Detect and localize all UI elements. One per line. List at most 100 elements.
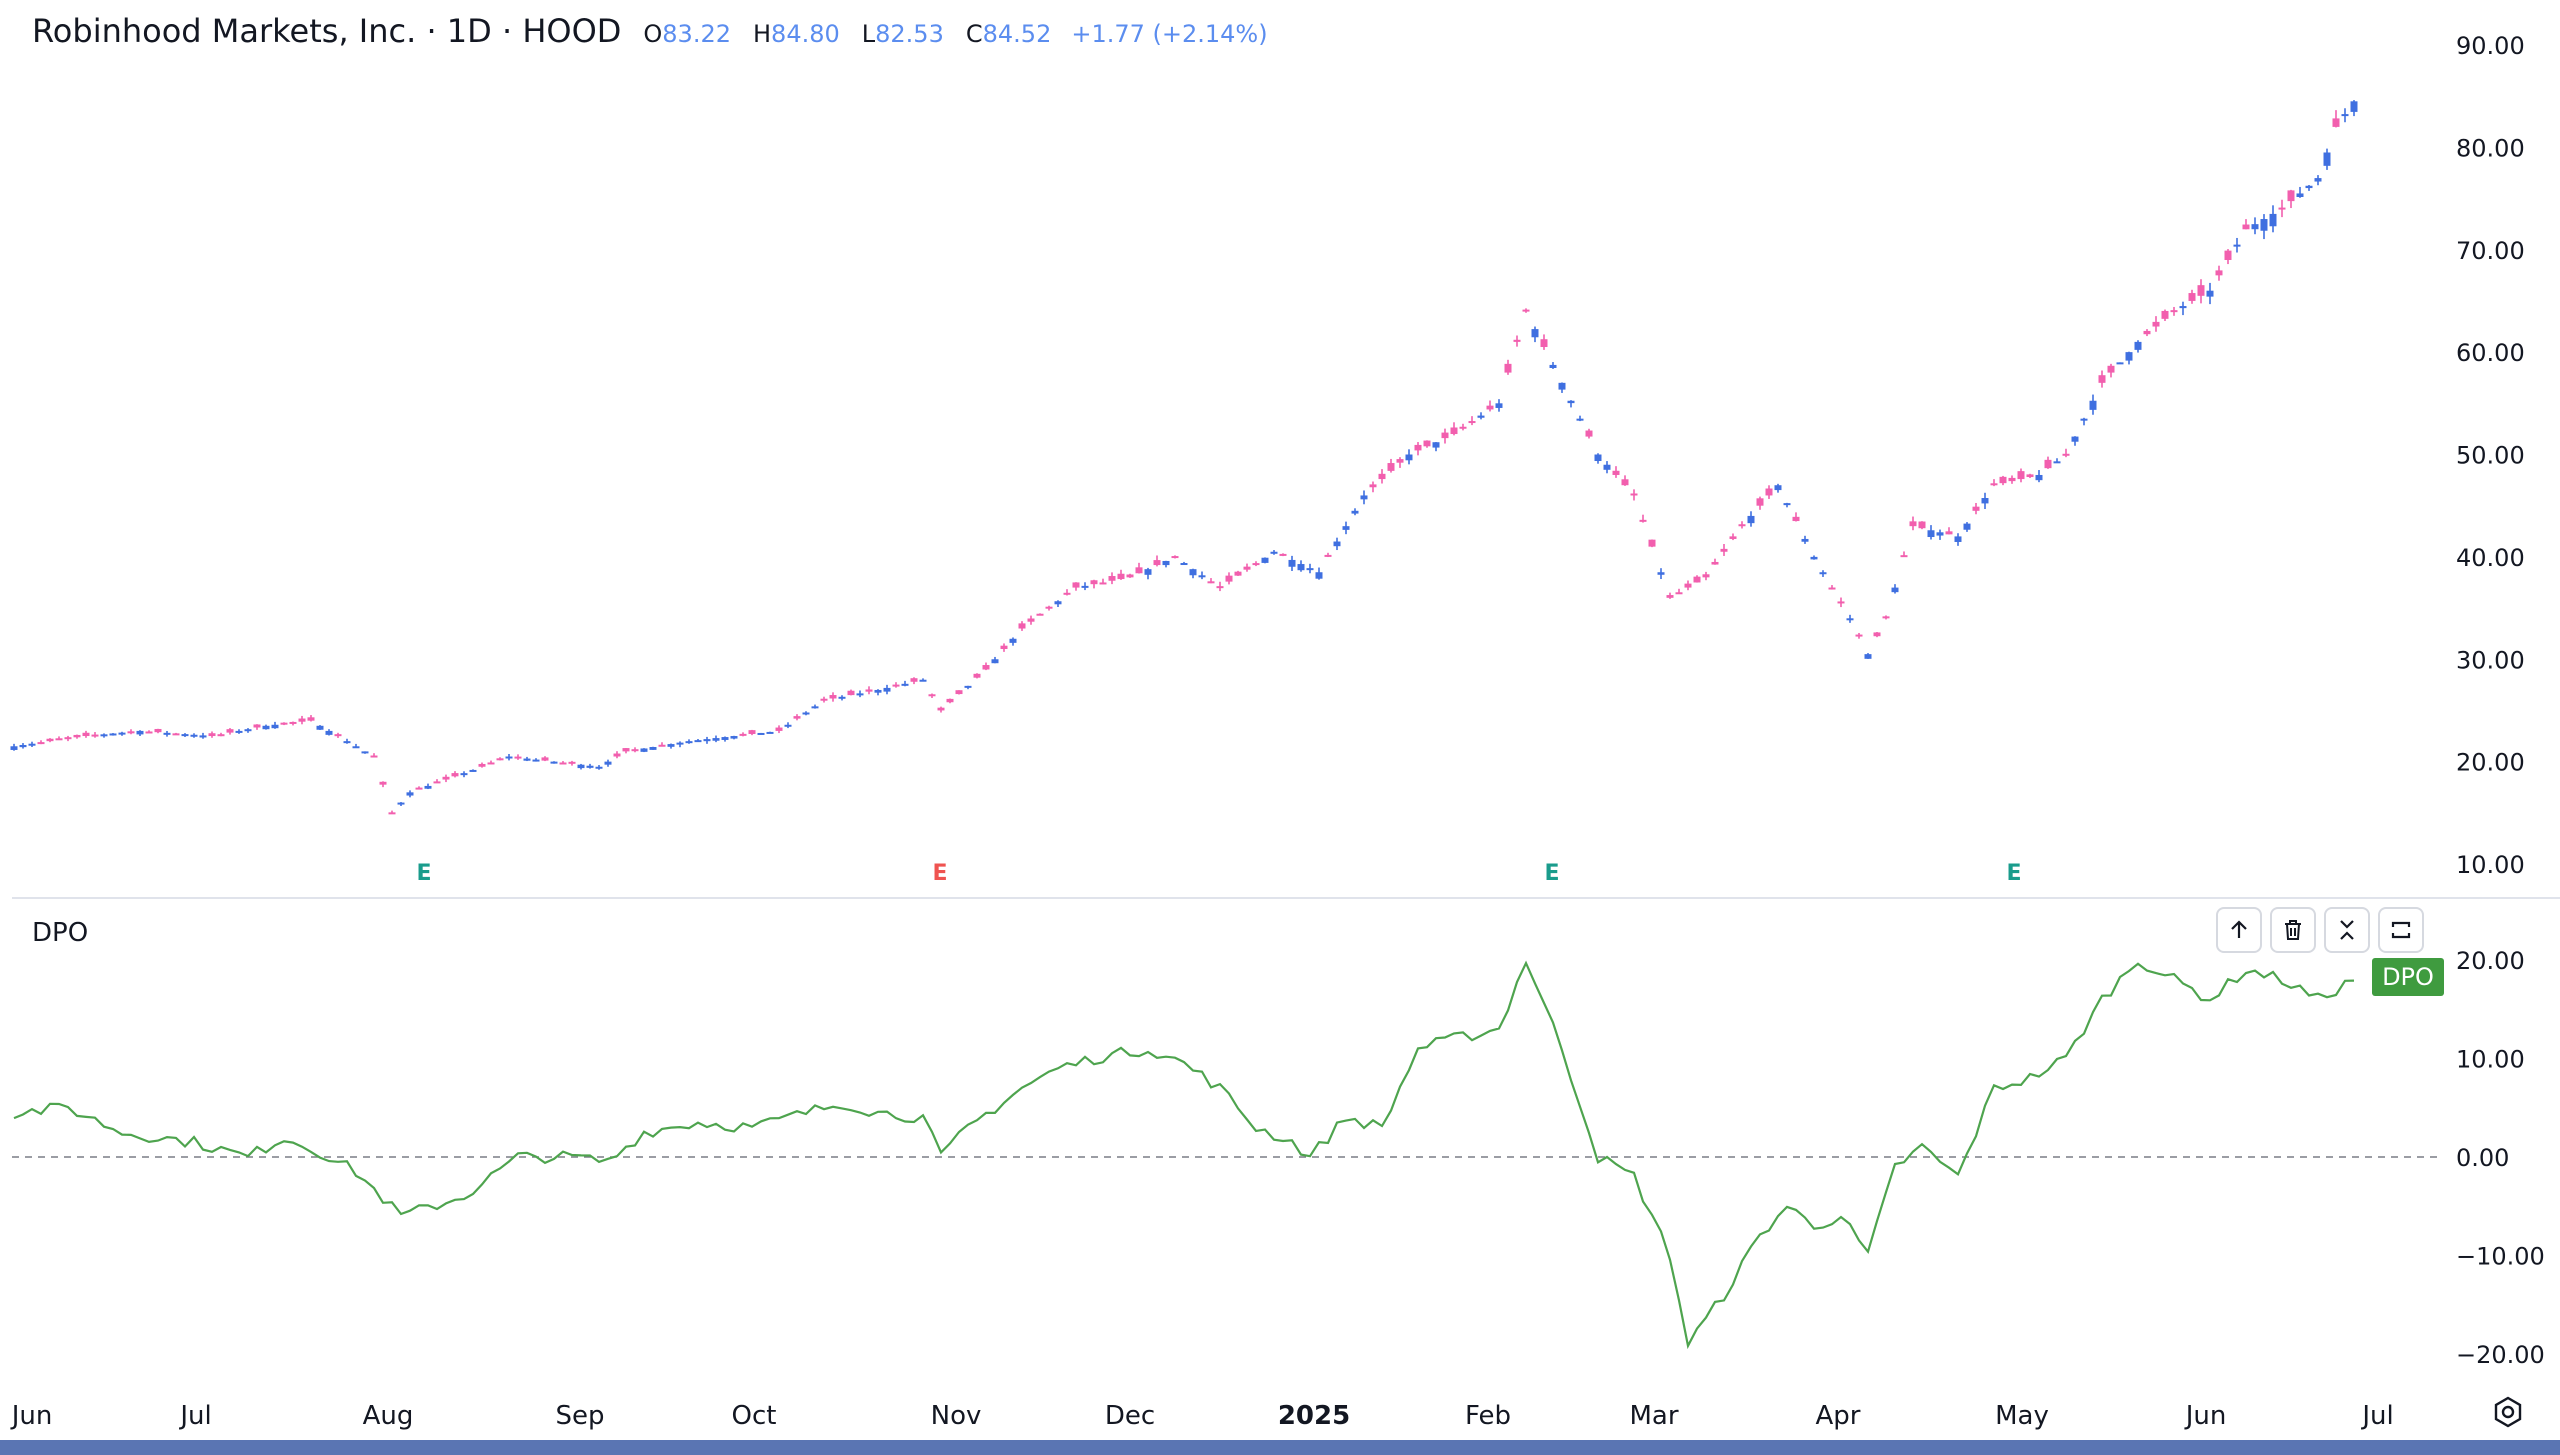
price-tick-label: 70.00 <box>2456 237 2525 265</box>
candle-body <box>1864 654 1872 659</box>
move-pane-up-button[interactable] <box>2216 907 2262 953</box>
price-tick-label: 50.00 <box>2456 442 2525 470</box>
candle-body <box>478 763 486 767</box>
candle-body <box>1117 573 1125 580</box>
candle-body <box>2332 118 2340 127</box>
candle-body <box>2026 474 2034 478</box>
candle-body <box>802 712 810 715</box>
candle-body <box>829 695 837 699</box>
candle-body <box>307 717 315 721</box>
time-tick-label: Feb <box>1465 1401 1511 1431</box>
candle-body <box>253 724 261 728</box>
candle-body <box>667 744 675 747</box>
indicator-title[interactable]: DPO <box>32 918 89 948</box>
candle-body <box>271 724 279 729</box>
candle-body <box>235 730 243 733</box>
candle-body <box>1936 532 1944 536</box>
candle-body <box>2179 306 2187 309</box>
candle-body <box>1594 454 1602 462</box>
candle-body <box>217 734 225 737</box>
dpo-axis[interactable]: 20.00 10.00 0.00 −10.00 −20.00 <box>2456 947 2545 1369</box>
candle-body <box>1549 364 1557 369</box>
candle-body <box>370 755 378 758</box>
chart-settings-button[interactable] <box>2490 1394 2526 1430</box>
candle-body <box>2134 341 2142 350</box>
dpo-value-tag: DPO <box>2372 958 2444 996</box>
time-axis[interactable]: Jun Jul Aug Sep Oct Nov Dec 2025 Feb Mar Apr May Jun… <box>10 1401 2394 1431</box>
candle-body <box>289 721 297 724</box>
collapse-pane-button[interactable] <box>2324 907 2370 953</box>
candle-body <box>181 734 189 737</box>
candle-body <box>1297 564 1305 571</box>
candle-body <box>847 690 855 696</box>
candle-body <box>226 729 234 733</box>
candle-body <box>1837 601 1845 604</box>
candle-body <box>379 781 387 785</box>
candle-body <box>1720 548 1728 552</box>
pane-toolbar <box>2216 907 2424 953</box>
candle-body <box>865 689 873 692</box>
candle-body <box>1270 551 1278 554</box>
candle-body <box>1801 538 1809 542</box>
candle-body <box>676 742 684 745</box>
arrow-up-icon <box>2231 920 2247 938</box>
remove-pane-button[interactable] <box>2270 907 2316 953</box>
candle-body <box>2323 152 2331 166</box>
candle-body <box>1657 572 1665 575</box>
candle-body <box>622 748 630 752</box>
candle-body <box>1810 556 1818 560</box>
candle-body <box>523 758 531 761</box>
candle-body <box>2278 207 2286 210</box>
earnings-marker: E <box>416 861 431 886</box>
candle-body <box>1099 582 1107 585</box>
candle-body <box>550 761 558 764</box>
candle-body <box>559 762 567 765</box>
candle-body <box>2269 213 2277 227</box>
candle-body <box>775 727 783 731</box>
ohlc-high: H84.80 <box>753 20 840 48</box>
dpo-pane[interactable] <box>12 960 2440 1350</box>
price-tick-label: 20.00 <box>2456 749 2525 777</box>
candle-body <box>64 737 72 740</box>
candle-body <box>1333 541 1341 547</box>
time-tick-label: Jul <box>178 1401 211 1431</box>
candle-body <box>1486 405 1494 410</box>
candle-body <box>640 748 648 752</box>
candle-body <box>892 684 900 687</box>
candle-body <box>1576 418 1584 421</box>
candle-body <box>1162 560 1170 566</box>
candle-body <box>1171 556 1179 559</box>
candle-body <box>1144 569 1152 575</box>
candle-body <box>1288 559 1296 567</box>
price-change: +1.77 (+2.14%) <box>1071 20 1268 48</box>
candle-body <box>1981 498 1989 504</box>
symbol-title[interactable]: Robinhood Markets, Inc. · 1D · HOOD <box>32 12 622 50</box>
candle-body <box>964 685 972 688</box>
candle-body <box>631 749 639 752</box>
dpo-tick-label: −20.00 <box>2456 1341 2545 1369</box>
candle-body <box>874 689 882 693</box>
candle-body <box>316 725 324 730</box>
candle-body <box>1090 580 1098 585</box>
candle-body <box>2287 190 2295 202</box>
candle-body <box>55 738 63 741</box>
candle-body <box>199 735 207 738</box>
candle-body <box>1558 382 1566 390</box>
price-tick-label: 90.00 <box>2456 32 2525 60</box>
candle-body <box>1018 623 1026 629</box>
candle-body <box>901 683 909 686</box>
price-axis[interactable]: 90.00 80.00 70.00 60.00 50.00 40.00 30.00 20.00… <box>2456 32 2525 879</box>
candle-body <box>1954 536 1962 542</box>
candle-body <box>118 732 126 735</box>
bottom-bar <box>0 1440 2560 1455</box>
candle-body <box>496 758 504 761</box>
candle-body <box>2215 270 2223 276</box>
candle-body <box>1369 484 1377 488</box>
maximize-pane-button[interactable] <box>2378 907 2424 953</box>
price-pane[interactable] <box>10 100 2358 815</box>
candle-body <box>2098 375 2106 383</box>
candle-body <box>2044 459 2052 469</box>
candle-body <box>757 732 765 735</box>
candle-body <box>1360 495 1368 500</box>
candle-body <box>1252 563 1260 566</box>
